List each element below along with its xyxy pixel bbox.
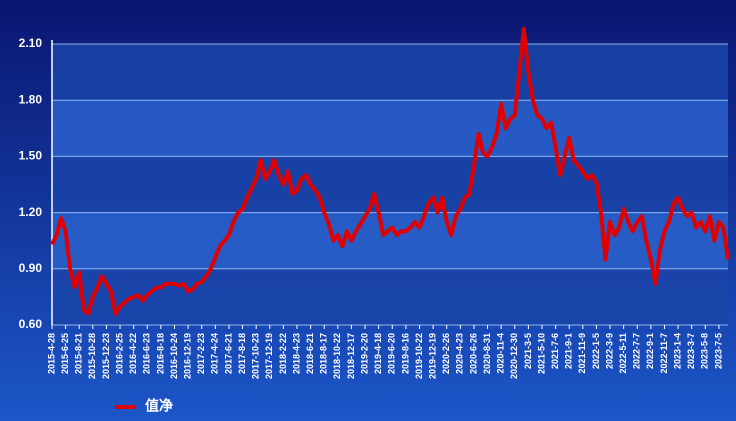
x-tick-label: 2022-5-11 bbox=[618, 333, 628, 374]
x-tick-label: 2022-1-5 bbox=[591, 333, 601, 369]
x-tick-label: 2020-2-26 bbox=[441, 333, 451, 374]
x-tick-label: 2020-12-30 bbox=[509, 333, 519, 379]
x-tick-label: 2016-4-22 bbox=[128, 333, 138, 374]
band bbox=[52, 100, 728, 157]
band bbox=[52, 268, 728, 325]
x-tick-label: 2017-12-19 bbox=[264, 333, 274, 379]
x-tick-label: 2018-10-22 bbox=[332, 333, 342, 379]
x-tick-label: 2020-11-4 bbox=[496, 333, 506, 374]
y-tick-label: 0.90 bbox=[19, 261, 43, 275]
x-tick-label: 2022-3-9 bbox=[604, 333, 614, 369]
x-tick-label: 2023-7-5 bbox=[713, 333, 723, 369]
x-tick-label: 2015-4-28 bbox=[46, 333, 56, 374]
x-tick-label: 2023-1-4 bbox=[672, 333, 682, 369]
x-tick-label: 2015-10-28 bbox=[87, 333, 97, 379]
band bbox=[52, 212, 728, 269]
y-tick-label: 1.20 bbox=[19, 205, 43, 219]
x-tick-label: 2023-3-7 bbox=[686, 333, 696, 369]
x-tick-label: 2021-3-5 bbox=[523, 333, 533, 369]
x-tick-label: 2021-11-9 bbox=[577, 333, 587, 374]
y-tick-label: 1.80 bbox=[19, 92, 43, 106]
x-tick-label: 2022-7-7 bbox=[632, 333, 642, 369]
x-tick-label: 2017-4-24 bbox=[210, 333, 220, 374]
x-tick-label: 2019-12-19 bbox=[427, 333, 437, 379]
band bbox=[52, 44, 728, 101]
x-tick-label: 2021-5-10 bbox=[536, 333, 546, 374]
x-tick-label: 2019-8-16 bbox=[400, 333, 410, 374]
x-tick-label: 2016-6-23 bbox=[142, 333, 152, 374]
x-tick-label: 2018-8-17 bbox=[319, 333, 329, 374]
x-tick-label: 2017-6-21 bbox=[223, 333, 233, 374]
x-tick-label: 2021-7-6 bbox=[550, 333, 560, 369]
data-line bbox=[50, 27, 730, 316]
x-tick-label: 2022-9-1 bbox=[645, 333, 655, 369]
x-tick-label: 2016-12-19 bbox=[182, 333, 192, 379]
plot-area: 0.60 0.90 1.20 1.50 1.80 2.10 2015-4-28 2015-6-… bbox=[19, 27, 730, 379]
y-tick-label: 0.60 bbox=[19, 317, 43, 331]
x-tick-label: 2020-4-23 bbox=[455, 333, 465, 374]
x-tick-label: 2016-10-24 bbox=[169, 333, 179, 379]
y-tick-label: 1.50 bbox=[19, 149, 43, 163]
x-tick-label: 2021-9-1 bbox=[564, 333, 574, 369]
x-tick-label: 2018-2-22 bbox=[278, 333, 288, 374]
x-tick-label: 2017-10-23 bbox=[251, 333, 261, 379]
x-tick-label: 2017-2-23 bbox=[196, 333, 206, 374]
x-tick-label: 2019-4-18 bbox=[373, 333, 383, 374]
legend-label: 值净 bbox=[145, 398, 173, 414]
y-tick-label: 2.10 bbox=[19, 36, 43, 50]
x-tick-label: 2015-6-25 bbox=[60, 333, 70, 374]
x-tick-label: 2015-12-23 bbox=[101, 333, 111, 379]
x-tick-label: 2022-11-7 bbox=[659, 333, 669, 374]
x-tick-label: 2020-8-31 bbox=[482, 333, 492, 374]
x-tick-label: 2016-8-18 bbox=[155, 333, 165, 374]
x-tick-label: 2020-6-26 bbox=[468, 333, 478, 374]
band bbox=[52, 156, 728, 213]
x-tick-label: 2023-5-8 bbox=[700, 333, 710, 369]
x-tick-label: 2018-4-23 bbox=[291, 333, 301, 374]
x-tick-label: 2019-2-20 bbox=[359, 333, 369, 374]
x-tick-label: 2019-6-20 bbox=[387, 333, 397, 374]
x-tick-label: 2018-6-21 bbox=[305, 333, 315, 374]
x-tick-label: 2015-8-21 bbox=[74, 333, 84, 374]
x-tick-label: 2019-10-22 bbox=[414, 333, 424, 379]
x-tick-label: 2018-12-17 bbox=[346, 333, 356, 379]
x-tick-label: 2016-2-25 bbox=[114, 333, 124, 374]
x-tick-label: 2017-8-18 bbox=[237, 333, 247, 374]
